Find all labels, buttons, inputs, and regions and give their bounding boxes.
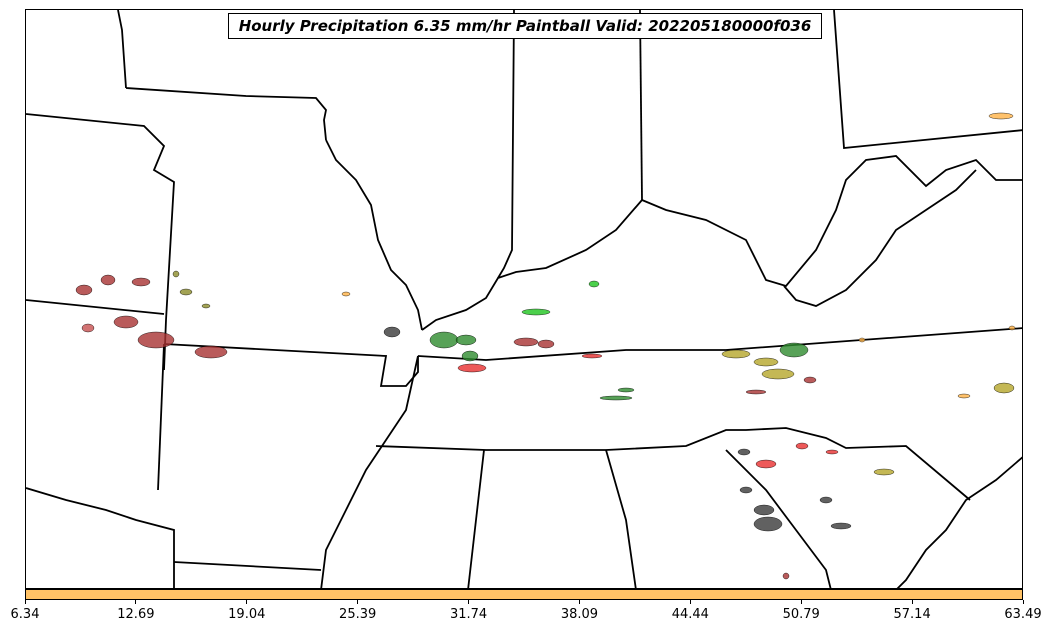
boundary-ky-tn [417, 327, 1022, 361]
colorbar-tick-label: 57.14 [893, 607, 931, 622]
boundary-ia-mo [125, 87, 327, 141]
precip-blob [599, 395, 633, 401]
boundary-tn-south [375, 427, 971, 501]
colorbar-tick-label: 63.49 [1004, 607, 1042, 622]
colorbar-tick [1022, 600, 1024, 604]
map-panel [25, 9, 1023, 589]
boundary-ks-mo [26, 113, 175, 371]
precip-blob [581, 353, 603, 359]
precip-blob [131, 277, 151, 287]
colorbar-tick [468, 600, 470, 604]
boundary-wv-va [783, 169, 977, 307]
boundary-ms-al [467, 449, 485, 588]
map-canvas [26, 10, 1022, 588]
boundary-il-in [497, 10, 515, 279]
boundary-mississippi-north [117, 10, 127, 89]
precip-blob [739, 486, 753, 494]
precip-blob [957, 393, 971, 399]
boundary-ok-tx [26, 487, 175, 588]
colorbar-tick-label: 19.04 [228, 607, 266, 622]
precip-blob [172, 270, 180, 278]
colorbar-tick [357, 600, 359, 604]
colorbar-tick-label: 44.44 [671, 607, 709, 622]
precip-blob [795, 442, 809, 450]
precip-blob [753, 357, 779, 367]
precip-blob [457, 363, 487, 373]
colorbar-tick-label: 31.74 [449, 607, 488, 622]
boundary-il-west [325, 139, 423, 331]
precip-blob [179, 288, 193, 296]
precip-blob [100, 274, 116, 286]
colorbar-tick-label: 12.69 [117, 607, 155, 622]
boundary-al-ga [605, 449, 637, 588]
colorbar-tick [689, 600, 691, 604]
precip-blob [782, 572, 790, 580]
precip-blob [455, 334, 477, 346]
boundary-ar-ok [157, 343, 165, 491]
precip-blob [753, 516, 783, 532]
precip-blob [873, 468, 895, 476]
precip-blob [819, 496, 833, 504]
precip-blob [745, 389, 767, 395]
precip-blob [755, 459, 777, 469]
precip-blob [341, 291, 351, 297]
precip-blob [113, 315, 139, 329]
colorbar-tick [578, 600, 580, 604]
mississippi-river-south [320, 355, 419, 588]
precip-blob [737, 448, 751, 456]
ohio-river [421, 155, 1022, 331]
precip-blob [81, 323, 95, 333]
precip-blob [201, 303, 211, 309]
precip-blob [858, 337, 866, 343]
precip-blob [753, 504, 775, 516]
precip-blob [803, 376, 817, 384]
precip-blobs [75, 112, 1016, 580]
precip-blob [383, 326, 401, 338]
colorbar-tick [135, 600, 137, 604]
precip-blob [137, 331, 175, 349]
boundary-ar-la [173, 561, 322, 571]
state-boundaries [26, 10, 1022, 588]
precip-blob [537, 339, 555, 349]
precip-blob [1008, 325, 1016, 331]
colorbar [25, 589, 1023, 600]
colorbar-tick [246, 600, 248, 604]
map-title: Hourly Precipitation 6.35 mm/hr Paintbal… [228, 13, 822, 39]
precip-blob [194, 345, 228, 359]
precip-blob [988, 112, 1014, 120]
precip-blob [761, 368, 795, 380]
colorbar-tick-label: 50.79 [782, 607, 820, 622]
boundary-in-oh [639, 10, 643, 201]
colorbar-tick [800, 600, 802, 604]
precip-blob [521, 308, 551, 316]
precip-blob [617, 387, 635, 393]
precip-blob [513, 337, 539, 347]
precip-blob [75, 284, 93, 296]
precip-blob [588, 280, 600, 288]
coastline-east [896, 456, 1022, 588]
boundary-oh-pa [833, 10, 1022, 149]
precip-blob [429, 331, 459, 349]
precip-blob [779, 342, 809, 358]
precip-blob [721, 349, 751, 359]
colorbar-tick [24, 600, 26, 604]
colorbar-tick-label: 25.39 [339, 607, 377, 622]
boundary-ga-sc [725, 449, 832, 588]
precip-blob [825, 449, 839, 455]
colorbar-tick-label: 38.09 [560, 607, 599, 622]
colorbar-tick-label: 6.34 [10, 607, 40, 622]
precip-blob [461, 350, 479, 362]
boundary-ks-ok [26, 299, 165, 315]
precip-blob [830, 522, 852, 530]
colorbar-tick [911, 600, 913, 604]
precip-blob [993, 382, 1015, 394]
boundary-mo-ar [163, 343, 419, 387]
